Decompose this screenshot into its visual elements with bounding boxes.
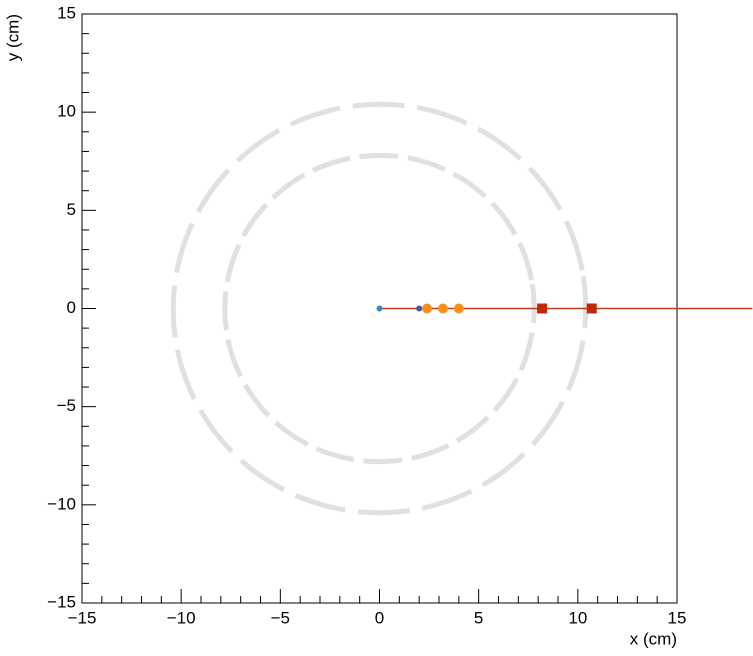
x-tick-label: −10 xyxy=(167,608,196,627)
x-axis-label: x (cm) xyxy=(630,629,677,648)
hit-marker xyxy=(453,303,464,314)
hit-marker xyxy=(586,303,597,314)
y-tick-label: −10 xyxy=(47,494,76,513)
x-tick-label: 15 xyxy=(668,608,687,627)
y-tick-label: −5 xyxy=(57,396,76,415)
hit-marker xyxy=(416,305,423,312)
y-tick-label: 10 xyxy=(57,102,76,121)
y-axis-label: y (cm) xyxy=(3,14,22,61)
y-tick-label: 0 xyxy=(67,298,76,317)
hit-marker xyxy=(422,303,433,314)
x-tick-label: −15 xyxy=(68,608,97,627)
y-tick-label: 5 xyxy=(67,200,76,219)
hit-marker xyxy=(537,303,548,314)
hit-marker xyxy=(376,305,383,312)
detector-ring xyxy=(222,152,537,465)
x-tick-label: 5 xyxy=(474,608,483,627)
detector-ring xyxy=(170,101,589,516)
y-tick-label: −15 xyxy=(47,592,76,611)
x-tick-label: 10 xyxy=(568,608,587,627)
hit-marker xyxy=(437,303,448,314)
y-tick-label: 15 xyxy=(57,3,76,22)
x-tick-label: 0 xyxy=(375,608,384,627)
x-tick-label: −5 xyxy=(271,608,290,627)
